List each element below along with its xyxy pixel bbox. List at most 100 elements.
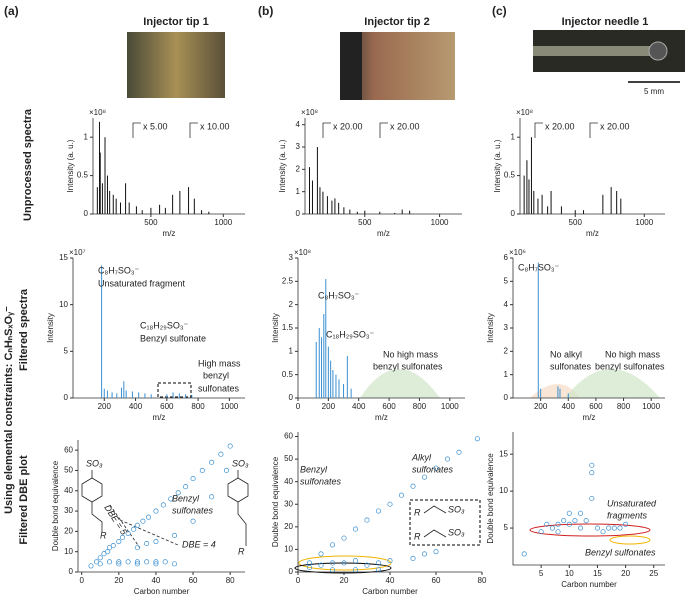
annotation: Unsaturated fragment <box>98 278 186 288</box>
x-tick-label: 200 <box>322 402 336 411</box>
y-tick-label: 2 <box>296 164 301 173</box>
x-tick-label: 40 <box>386 576 395 585</box>
point <box>606 525 612 531</box>
point <box>97 555 103 561</box>
panel-label: (a) <box>4 4 19 18</box>
y-exponent: ×10⁸ <box>516 108 533 117</box>
point <box>456 449 462 455</box>
panel-label: (c) <box>492 4 507 18</box>
y-axis-label: Double bond equivalence <box>271 456 280 547</box>
point <box>175 490 181 496</box>
annotation: SO₃ <box>448 527 465 537</box>
annotation: x 10.00 <box>200 121 230 131</box>
y-tick-label: 1 <box>296 187 301 196</box>
annotation: fragments <box>607 510 648 520</box>
y-tick-label: 0.5 <box>282 370 294 379</box>
y-exponent: ×10⁸ <box>89 108 106 117</box>
y-tick-label: 60 <box>64 445 73 454</box>
point <box>561 518 567 524</box>
annotation: sulfonates <box>412 464 454 474</box>
y-tick-label: 10 <box>59 300 68 309</box>
point <box>116 559 122 565</box>
x-tick-label: 600 <box>589 402 603 411</box>
y-tick-label: 10 <box>284 545 293 554</box>
point <box>387 501 393 507</box>
point <box>589 495 595 502</box>
panel-label: (b) <box>258 4 273 18</box>
y-tick-label: 4 <box>504 300 509 309</box>
point <box>116 538 122 545</box>
annotation: DBE = 4 <box>182 539 216 549</box>
y-tick-label: 0 <box>511 209 516 218</box>
annotation: benzyl sulfonates <box>595 361 665 371</box>
y-tick-label: 15 <box>59 253 68 262</box>
x-axis-label: Carbon number <box>362 587 418 596</box>
point <box>144 541 150 547</box>
x-tick-label: 10 <box>565 569 574 578</box>
y-tick-label: 20 <box>64 526 73 535</box>
point <box>617 525 623 531</box>
photo-tip <box>648 41 668 61</box>
y-tick-label: 1.5 <box>282 323 294 332</box>
y-tick-label: 50 <box>64 466 73 475</box>
point <box>364 562 370 568</box>
point <box>544 521 550 527</box>
dashed-box <box>409 499 481 546</box>
annotation: R <box>414 507 421 517</box>
axes <box>304 118 462 215</box>
point <box>433 465 439 471</box>
x-tick-label: 20 <box>340 576 349 585</box>
x-tick-label: 800 <box>617 402 631 411</box>
point <box>97 561 103 567</box>
annotation: Benzyl sulfonates <box>585 547 656 557</box>
point <box>223 467 229 474</box>
y-tick-label: 6 <box>504 253 509 262</box>
annotation: R <box>238 546 245 556</box>
x-tick-label: 20 <box>114 576 123 585</box>
y-tick-label: 50 <box>284 454 293 463</box>
y-tick-label: 5 <box>64 346 69 355</box>
row-label: Filtered DBE plot <box>18 455 30 545</box>
photo-tube <box>533 46 658 56</box>
annotation: High mass <box>198 358 241 368</box>
group-label: Using elemental constraints: CₙHₙSₓOᵧ⁻ <box>3 306 15 514</box>
y-tick-label: 5 <box>504 523 509 532</box>
point <box>352 526 359 532</box>
point <box>106 559 113 565</box>
ellipse <box>609 535 651 545</box>
annotation: SO₃ <box>86 458 103 468</box>
x-tick-label: 800 <box>191 402 205 411</box>
x-tick-label: 500 <box>569 218 583 227</box>
y-tick-label: 0 <box>289 393 294 402</box>
x-tick-label: 5 <box>539 569 544 578</box>
point <box>153 559 159 565</box>
annotation: x 20.00 <box>390 121 420 131</box>
point <box>387 558 393 564</box>
point <box>190 476 196 482</box>
point <box>433 549 439 555</box>
point <box>521 551 527 557</box>
point <box>116 561 122 567</box>
x-tick-label: 1000 <box>214 218 232 227</box>
y-tick-label: 5 <box>504 276 509 285</box>
y-exponent: ×10⁷ <box>69 248 86 257</box>
point <box>578 510 584 516</box>
x-tick-label: 500 <box>144 218 158 227</box>
x-tick-label: 600 <box>160 402 174 411</box>
ellipse <box>294 562 392 574</box>
y-tick-label: 40 <box>64 486 73 495</box>
annotation: x 20.00 <box>545 121 575 131</box>
point <box>140 518 146 524</box>
bracket-arrows <box>132 122 598 138</box>
x-axis-label: m/z <box>583 413 596 422</box>
x-tick-label: 400 <box>129 402 143 411</box>
annotation: sulfonates <box>550 361 592 371</box>
annotation: x 20.00 <box>600 121 630 131</box>
point <box>119 534 126 541</box>
point <box>125 559 131 565</box>
ellipse <box>529 523 651 537</box>
point <box>444 456 451 462</box>
axes <box>512 432 665 566</box>
x-axis-label: m/z <box>586 229 599 238</box>
row-label: Filtered spectra <box>18 288 30 371</box>
